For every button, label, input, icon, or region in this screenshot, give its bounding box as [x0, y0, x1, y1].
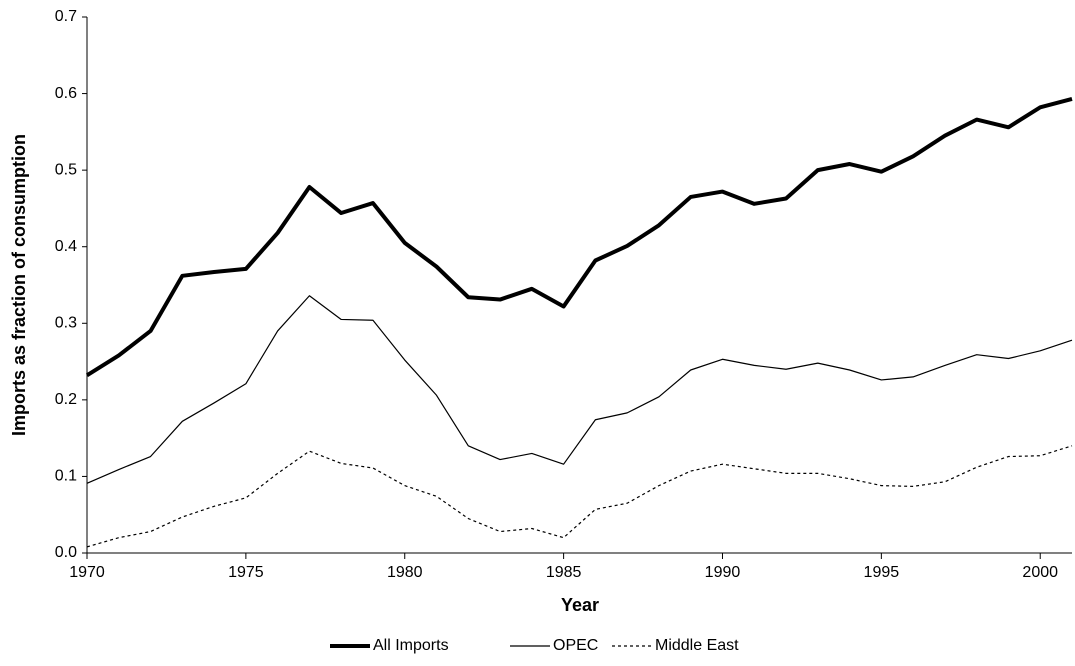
- y-tick-label: 0.6: [55, 85, 77, 102]
- y-tick-label: 0.2: [55, 391, 77, 408]
- x-tick-label: 1980: [387, 564, 423, 581]
- y-tick-label: 0.3: [55, 315, 77, 332]
- x-tick-label: 1990: [705, 564, 741, 581]
- x-tick-label: 1995: [864, 564, 900, 581]
- x-axis-label: Year: [561, 595, 599, 615]
- x-tick-label: 1975: [228, 564, 264, 581]
- y-tick-label: 0.4: [55, 238, 77, 255]
- y-axis-label: Imports as fraction of consumption: [9, 134, 29, 436]
- legend-label: OPEC: [553, 637, 598, 654]
- x-tick-label: 1970: [69, 564, 105, 581]
- y-tick-label: 0.7: [55, 8, 77, 25]
- y-tick-label: 0.1: [55, 468, 77, 485]
- y-tick-label: 0.0: [55, 544, 77, 561]
- x-tick-label: 1985: [546, 564, 582, 581]
- series-line: [86, 445, 1073, 548]
- y-tick-label: 0.5: [55, 161, 77, 178]
- legend-label: All Imports: [373, 637, 449, 654]
- series-line: [85, 96, 1073, 378]
- x-tick-label: 2000: [1022, 564, 1058, 581]
- legend-label: Middle East: [655, 637, 739, 654]
- series-line: [86, 295, 1073, 484]
